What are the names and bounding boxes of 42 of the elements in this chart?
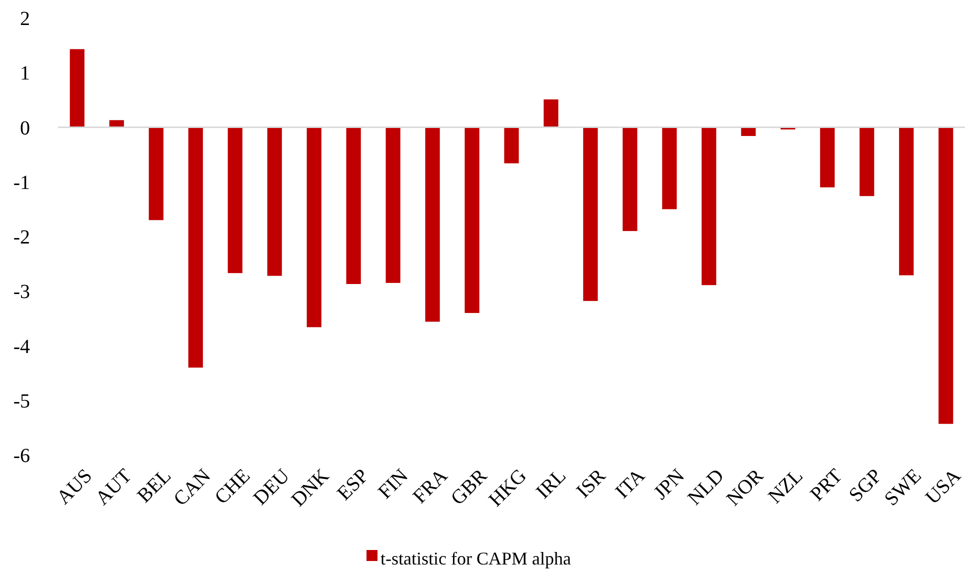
x-tick-label: ITA [611, 464, 650, 503]
x-tick-label: BEL [133, 464, 176, 508]
bar [702, 127, 716, 286]
x-tick-label: IRL [532, 464, 570, 504]
y-tick-label: -1 [13, 172, 30, 194]
bar [386, 127, 400, 283]
x-tick-label: SGP [844, 464, 886, 506]
bar [425, 127, 440, 322]
bar [860, 127, 874, 196]
y-tick-label: -2 [13, 226, 30, 248]
y-tick-label: 1 [20, 62, 30, 85]
bar [109, 120, 124, 128]
bar [148, 127, 164, 220]
x-tick-label: ISR [572, 464, 610, 502]
bar [820, 127, 835, 188]
y-tick-label: -5 [13, 390, 30, 412]
bar [346, 127, 361, 284]
x-tick-label: NZL [764, 464, 808, 508]
legend-label: t-statistic for CAPM alpha [380, 548, 571, 568]
bar [504, 127, 519, 164]
bar [228, 127, 242, 274]
bar [306, 127, 322, 328]
x-tick-label: USA [921, 464, 966, 509]
y-tick-label: -4 [13, 336, 30, 358]
y-tick-label: -6 [13, 445, 30, 467]
bar [622, 127, 638, 232]
x-tick-label: JPN [650, 464, 689, 504]
bar [544, 99, 558, 128]
bar [188, 127, 203, 368]
bar [662, 127, 677, 210]
y-tick-label: 2 [20, 8, 30, 30]
bar [899, 127, 914, 276]
y-tick-label: 0 [20, 117, 30, 140]
bar [70, 49, 84, 128]
x-tick-label: ESP [333, 464, 373, 505]
bar [938, 127, 954, 424]
y-tick-label: -3 [13, 281, 30, 304]
bar [583, 127, 598, 301]
bar [464, 127, 480, 313]
bar [741, 127, 756, 136]
x-tick-label: PRT [806, 464, 847, 506]
bar [267, 127, 282, 276]
